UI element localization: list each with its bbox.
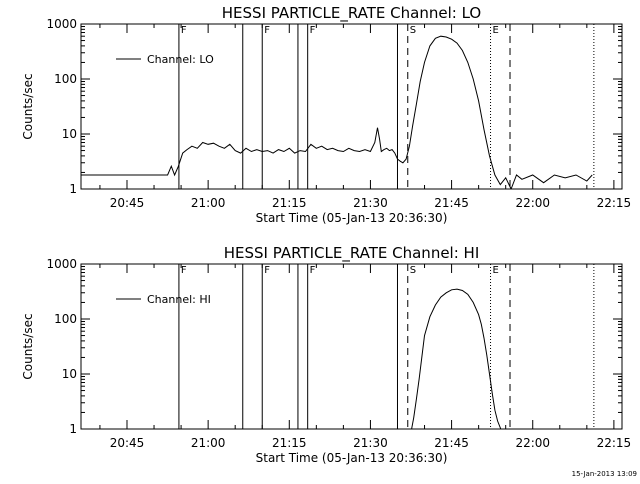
- y-tick-label: 10: [62, 367, 77, 381]
- plot-frame: [80, 23, 623, 190]
- x-tick-label: 22:15: [597, 196, 632, 210]
- x-tick-label: 22:00: [515, 436, 550, 450]
- chart-title: HESSI PARTICLE_RATE Channel: HI: [224, 244, 480, 263]
- event-marker-label: S: [410, 25, 416, 36]
- event-marker-label: F: [310, 265, 316, 276]
- x-tick-label: 21:15: [272, 196, 307, 210]
- x-tick-label: 21:45: [434, 436, 469, 450]
- data-series-line: [81, 35, 593, 189]
- x-tick-label: 21:15: [272, 436, 307, 450]
- panel-hi: HESSI PARTICLE_RATE Channel: HI 1 10 100 100…: [21, 244, 631, 465]
- y-tick-label: 1000: [46, 257, 77, 271]
- footer-timestamp: 15-Jan-2013 13:09: [572, 470, 637, 478]
- x-tick-label: 21:00: [191, 196, 226, 210]
- x-axis-title: Start Time (05-Jan-13 20:36:30): [256, 211, 448, 225]
- x-tick-label: 21:00: [191, 436, 226, 450]
- x-tick-label: 20:45: [110, 196, 145, 210]
- y-tick-label: 1000: [46, 17, 77, 31]
- data-series-line: [411, 288, 502, 429]
- chart-title: HESSI PARTICLE_RATE Channel: LO: [222, 4, 481, 23]
- event-marker-label: F: [264, 25, 270, 36]
- x-tick-label: 21:45: [434, 196, 469, 210]
- x-tick-label: 22:15: [597, 436, 632, 450]
- x-tick-label: 21:30: [353, 436, 388, 450]
- x-tick-label: 22:00: [515, 196, 550, 210]
- y-axis-title: Counts/sec: [21, 313, 35, 379]
- legend-label: Channel: LO: [147, 53, 214, 66]
- plot-frame: [80, 263, 623, 430]
- event-marker-label: F: [310, 25, 316, 36]
- event-marker-label: F: [264, 265, 270, 276]
- y-tick-label: 100: [54, 72, 77, 86]
- event-marker-label: F: [181, 265, 187, 276]
- legend-label: Channel: HI: [147, 293, 211, 306]
- x-tick-label: 21:30: [353, 196, 388, 210]
- event-marker-label: S: [410, 265, 416, 276]
- y-tick-label: 100: [54, 312, 77, 326]
- panel-lo: HESSI PARTICLE_RATE Channel: LO 1 10 100 100…: [21, 4, 631, 225]
- y-tick-label: 10: [62, 127, 77, 141]
- event-marker-label: E: [493, 265, 499, 276]
- y-tick-label: 1: [69, 182, 77, 196]
- event-marker-label: F: [181, 25, 187, 36]
- event-marker-label: E: [493, 25, 499, 36]
- y-tick-label: 1: [69, 422, 77, 436]
- x-tick-label: 20:45: [110, 436, 145, 450]
- x-axis-title: Start Time (05-Jan-13 20:36:30): [256, 451, 448, 465]
- y-axis-title: Counts/sec: [21, 73, 35, 139]
